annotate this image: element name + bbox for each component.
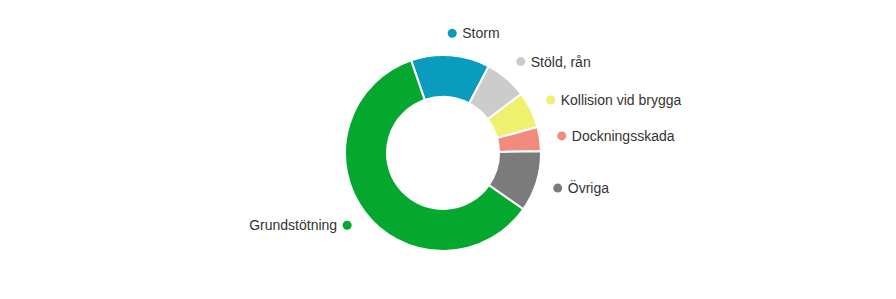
svg-text:Övriga: Övriga: [568, 179, 609, 196]
svg-text:Kollision vid brygga: Kollision vid brygga: [561, 92, 682, 108]
svg-text:Grundstötning: Grundstötning: [249, 217, 337, 233]
svg-text:Dockningsskada: Dockningsskada: [572, 128, 675, 144]
svg-text:Stöld, rån: Stöld, rån: [531, 54, 591, 70]
svg-text:Storm: Storm: [462, 25, 499, 41]
